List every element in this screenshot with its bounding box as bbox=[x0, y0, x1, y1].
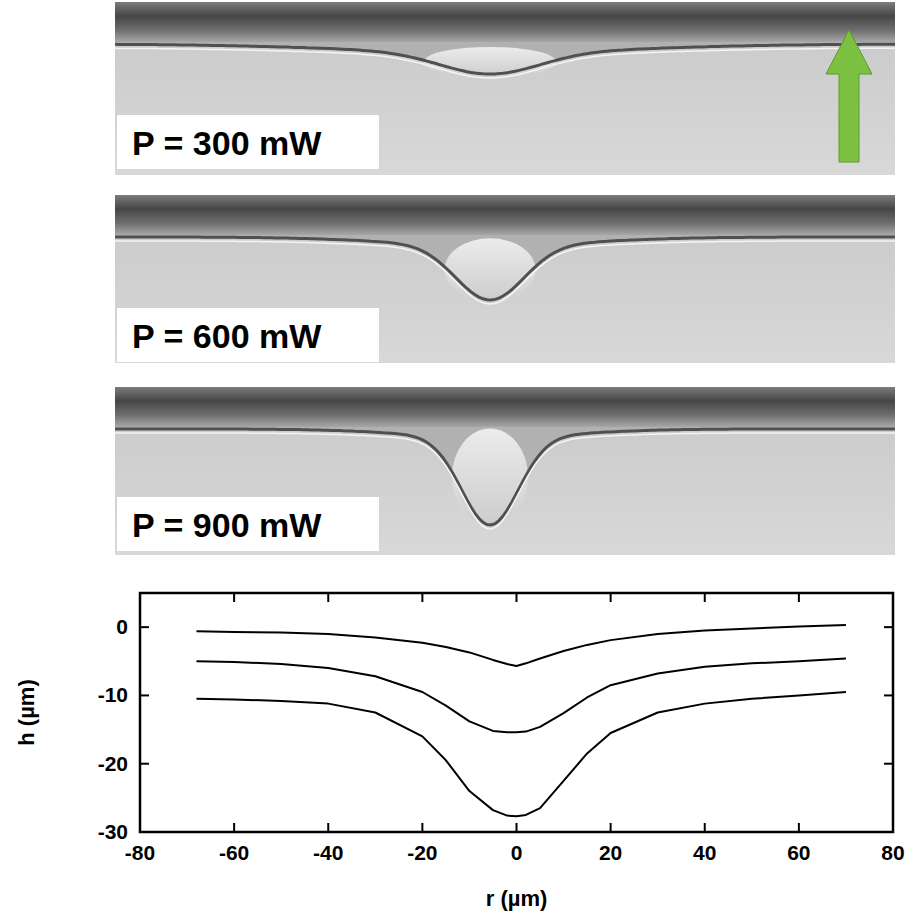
label-box bbox=[117, 308, 379, 362]
photo-background bbox=[115, 387, 895, 555]
photo-interface-highlight bbox=[115, 48, 895, 78]
x-tick-top bbox=[421, 593, 423, 602]
x-tick bbox=[516, 823, 518, 832]
x-tick bbox=[327, 823, 329, 832]
x-tick-top bbox=[704, 593, 706, 602]
photo-lens bbox=[452, 429, 528, 525]
x-tick-label: 40 bbox=[693, 841, 716, 864]
photo-band-overlay bbox=[115, 195, 895, 235]
x-tick-top bbox=[610, 593, 612, 602]
photo-band bbox=[115, 2, 895, 42]
photo-panel: P = 900 mW bbox=[115, 387, 895, 555]
x-axis-title: r (µm) bbox=[486, 886, 548, 911]
plot-frame bbox=[140, 593, 893, 832]
x-tick bbox=[610, 823, 612, 832]
x-tick-label: 80 bbox=[881, 841, 904, 864]
label-box bbox=[117, 497, 379, 551]
photo-background bbox=[115, 2, 895, 175]
photo-panel: P = 600 mW bbox=[115, 195, 895, 363]
panel-label: P = 600 mW bbox=[132, 317, 322, 355]
x-tick-top bbox=[233, 593, 235, 602]
x-tick-label: 20 bbox=[599, 841, 622, 864]
y-tick bbox=[140, 626, 149, 628]
x-tick-top bbox=[327, 593, 329, 602]
x-tick-label: 60 bbox=[787, 841, 810, 864]
figure: P = 300 mW P = 600 mW P = 900 mW -80 -60 -40 -… bbox=[0, 0, 914, 918]
photo-interface-highlight bbox=[115, 241, 895, 304]
photo-band bbox=[115, 195, 895, 235]
x-tick bbox=[233, 823, 235, 832]
x-tick-label: -20 bbox=[407, 841, 437, 864]
panel-label: P = 300 mW bbox=[132, 124, 322, 162]
x-tick-label: -80 bbox=[125, 841, 155, 864]
y-tick-right bbox=[884, 626, 893, 628]
x-tick bbox=[421, 823, 423, 832]
direction-arrow bbox=[826, 30, 872, 162]
y-tick-label: -30 bbox=[98, 820, 128, 843]
photo-band bbox=[115, 387, 895, 427]
photo-panel: P = 300 mW bbox=[115, 2, 895, 175]
photo-lens bbox=[444, 238, 535, 301]
x-tick-top bbox=[798, 593, 800, 602]
y-tick bbox=[140, 694, 149, 696]
y-axis-title: h (µm) bbox=[14, 679, 39, 745]
profile-line bbox=[196, 625, 845, 666]
x-tick-label: -40 bbox=[313, 841, 343, 864]
y-tick-right bbox=[884, 694, 893, 696]
photo-interface bbox=[115, 237, 895, 300]
x-tick-label: 0 bbox=[511, 841, 523, 864]
profile-line bbox=[196, 692, 845, 816]
photo-lens bbox=[424, 47, 557, 77]
y-tick-label: -10 bbox=[98, 683, 128, 706]
y-tick-label: -20 bbox=[98, 752, 128, 775]
label-box bbox=[117, 115, 379, 169]
x-tick bbox=[704, 823, 706, 832]
y-tick bbox=[140, 763, 149, 765]
y-tick-label: 0 bbox=[116, 615, 128, 638]
y-tick-right bbox=[884, 763, 893, 765]
panel-label: P = 900 mW bbox=[132, 506, 322, 544]
x-tick bbox=[798, 823, 800, 832]
x-tick-top bbox=[516, 593, 518, 602]
x-tick-label: -60 bbox=[219, 841, 249, 864]
plot-lines bbox=[196, 625, 845, 816]
profile-line bbox=[196, 659, 845, 733]
photo-band-overlay bbox=[115, 2, 895, 42]
photo-background bbox=[115, 195, 895, 363]
photo-band-overlay bbox=[115, 387, 895, 427]
